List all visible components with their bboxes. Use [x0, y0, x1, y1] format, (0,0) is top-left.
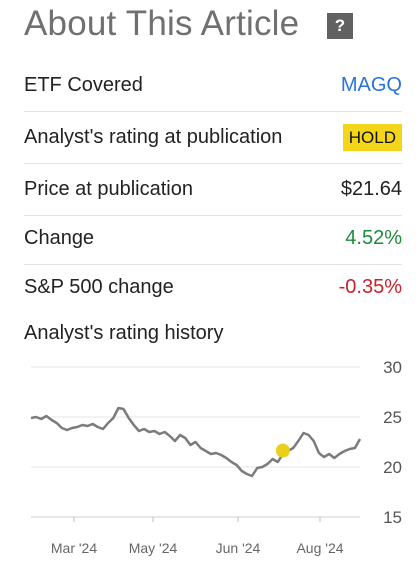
change-label: Change: [24, 226, 95, 249]
price-value: $21.64: [340, 177, 402, 200]
etf-ticker-link[interactable]: MAGQ: [340, 73, 402, 96]
sp500-change-row: S&P 500 change -0.35%: [24, 261, 402, 313]
price-row: Price at publication $21.64: [24, 163, 402, 216]
change-value: 4.52%: [345, 226, 402, 249]
price-label: Price at publication: [24, 177, 193, 200]
x-tick-label: Aug '24: [296, 540, 343, 556]
analyst-rating-label: Analyst's rating at publication: [24, 125, 283, 148]
y-tick-label: 15: [383, 508, 402, 527]
change-row: Change 4.52%: [24, 212, 402, 265]
etf-covered-row: ETF Covered MAGQ: [24, 59, 402, 112]
etf-covered-label: ETF Covered: [24, 73, 143, 96]
sp500-change-value: -0.35%: [338, 275, 402, 298]
y-axis-labels: 30 25 20 15: [383, 358, 402, 527]
x-axis-labels: Mar '24 May '24 Jun '24 Aug '24: [51, 540, 344, 556]
y-tick-label: 30: [383, 358, 402, 377]
analyst-rating-row: Analyst's rating at publication HOLD: [24, 111, 402, 164]
rating-history-label: Analyst's rating history: [24, 322, 224, 344]
question-mark-icon: ?: [334, 16, 346, 35]
chart-gridlines: [31, 366, 360, 468]
sp500-change-label: S&P 500 change: [24, 275, 174, 298]
rating-history-chart[interactable]: 30 25 20 15 Mar '24 May '24 Jun '24 Aug '24: [0, 350, 420, 563]
x-tick-label: Jun '24: [216, 540, 261, 556]
rating-marker[interactable]: [275, 443, 290, 458]
x-axis: [31, 516, 360, 522]
y-tick-label: 25: [383, 408, 402, 427]
rating-badge: HOLD: [342, 123, 402, 151]
x-tick-label: Mar '24: [51, 540, 97, 556]
price-line: [30, 406, 362, 478]
page-title: About This Article: [24, 4, 300, 43]
x-tick-label: May '24: [129, 540, 178, 556]
help-button[interactable]: ?: [327, 13, 353, 39]
y-tick-label: 20: [383, 458, 402, 477]
